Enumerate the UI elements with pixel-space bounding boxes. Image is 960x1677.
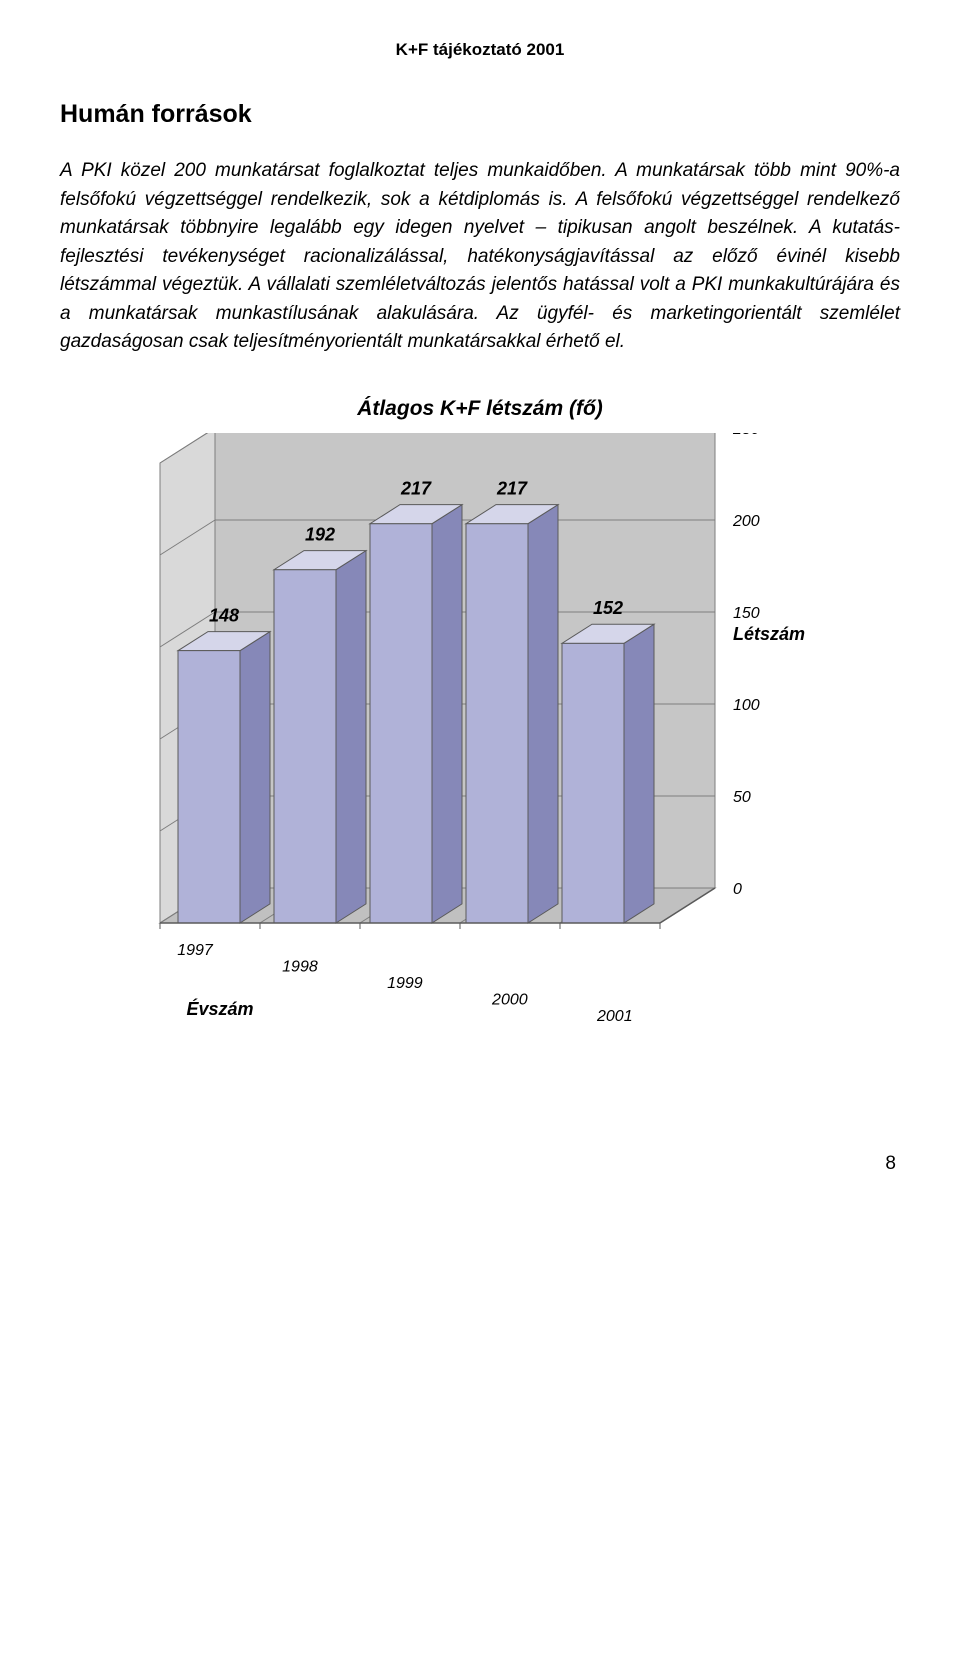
y-tick-label: 200 — [732, 513, 760, 530]
x-category-label: 1998 — [282, 958, 318, 975]
series-label: Létszám — [733, 624, 805, 644]
y-tick-label: 50 — [733, 789, 751, 806]
body-paragraph: A PKI közel 200 munkatársat foglalkoztat… — [60, 157, 900, 357]
headcount-3d-bar-chart: 0 50 100 150 200 250 148 192 217 217 152 1997 1998 19… — [120, 433, 840, 1073]
chart-container: Átlagos K+F létszám (fő) 0 50 100 150 200 250… — [120, 397, 840, 1073]
x-category-label: 1999 — [387, 975, 423, 992]
bar-value-label: 148 — [209, 605, 239, 625]
document-header: K+F tájékoztató 2001 — [60, 40, 900, 60]
y-tick-label: 100 — [733, 697, 760, 714]
document-page: K+F tájékoztató 2001 Humán források A PK… — [0, 0, 960, 1215]
x-category-label: 2001 — [596, 1008, 633, 1025]
bar-value-label: 192 — [305, 524, 335, 544]
bar-value-label: 217 — [496, 478, 528, 498]
x-category-label: 2000 — [491, 991, 528, 1008]
bar-value-label: 217 — [400, 478, 432, 498]
y-tick-label: 150 — [733, 605, 760, 622]
y-tick-label: 250 — [732, 433, 760, 438]
x-category-label: 1997 — [177, 942, 214, 959]
bar-value-label: 152 — [593, 598, 623, 618]
x-axis-title: Évszám — [186, 998, 253, 1019]
section-heading: Humán források — [60, 100, 900, 129]
chart-title: Átlagos K+F létszám (fő) — [120, 397, 840, 421]
page-number: 8 — [60, 1153, 900, 1175]
y-tick-label: 0 — [733, 881, 742, 898]
